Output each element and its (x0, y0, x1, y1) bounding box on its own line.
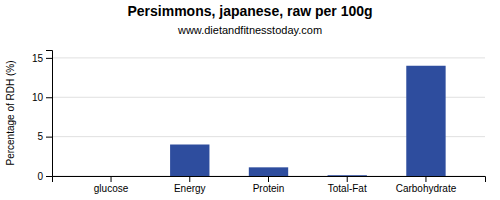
x-tick: Protein (253, 176, 285, 194)
bar (328, 175, 367, 176)
bar (170, 145, 209, 177)
x-tick-mark (189, 176, 190, 182)
x-tick: Total-Fat (328, 176, 367, 194)
x-tick-mark (425, 176, 426, 182)
bar (406, 66, 445, 176)
x-axis-line (53, 177, 486, 183)
x-tick-mark (347, 176, 348, 182)
x-tick: glucose (94, 176, 129, 194)
x-tick-mark (111, 176, 112, 182)
x-tick-label: Carbohydrate (396, 183, 457, 194)
chart-svg: Persimmons, japanese, raw per 100g www.di… (0, 0, 500, 200)
x-tick-label: glucose (94, 183, 129, 194)
y-tick-label: 15 (32, 53, 44, 64)
y-tick-mark (46, 58, 52, 59)
y-axis-title: Percentage of RDH (%) (5, 60, 16, 165)
y-axis: 0 5 10 15 (32, 51, 53, 182)
bar (91, 176, 130, 177)
y-tick-label: 5 (37, 131, 43, 142)
x-tick: Energy (174, 176, 206, 194)
y-tick-label: 0 (37, 171, 43, 182)
y-tick-mark (46, 137, 52, 138)
x-tick-label: Protein (253, 183, 285, 194)
title: Persimmons, japanese, raw per 100g (127, 3, 372, 19)
y-tick: 15 (32, 53, 52, 64)
y-tick-label: 10 (32, 92, 44, 103)
grid (52, 58, 485, 176)
y-tick: 10 (32, 92, 52, 103)
x-tick: Carbohydrate (396, 176, 457, 194)
subtitle: www.dietandfitnesstoday.com (177, 24, 322, 36)
y-tick-mark (46, 176, 52, 177)
y-tick: 5 (37, 131, 52, 142)
y-tick: 0 (37, 171, 52, 182)
y-axis-line (46, 51, 53, 177)
x-tick-label: Total-Fat (328, 183, 367, 194)
x-axis: glucose Energy Protein Total-Fat Carbohydrat… (53, 176, 486, 194)
grid-line (52, 57, 485, 58)
x-tick-label: Energy (174, 183, 206, 194)
bars (170, 66, 446, 176)
bar (249, 167, 288, 176)
y-tick-mark (46, 97, 52, 98)
x-tick-mark (268, 176, 269, 182)
chart-container: Persimmons, japanese, raw per 100g www.di… (0, 0, 500, 200)
